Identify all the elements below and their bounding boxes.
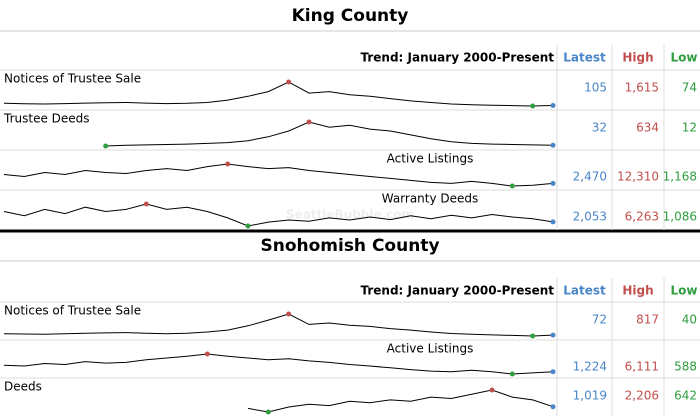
low-value: 74 <box>682 81 697 95</box>
latest-marker <box>550 103 556 109</box>
row-label: Warranty Deeds <box>382 192 479 206</box>
high-value: 6,111 <box>625 360 659 374</box>
high-marker <box>225 161 231 167</box>
sparkline <box>3 203 554 227</box>
header-low: Low <box>671 284 698 298</box>
header-low: Low <box>671 51 698 65</box>
row-label: Notices of Trustee Sale <box>4 304 141 318</box>
low-marker <box>509 183 515 189</box>
low-value: 642 <box>674 389 697 403</box>
sparkline <box>3 313 554 337</box>
latest-value: 105 <box>584 81 607 95</box>
latest-marker <box>550 332 556 338</box>
header-latest: Latest <box>563 284 606 298</box>
low-value: 12 <box>682 121 697 135</box>
high-marker <box>143 201 149 207</box>
row-label: Notices of Trustee Sale <box>4 72 141 86</box>
trend-label: Trend: January 2000-Present <box>361 51 555 65</box>
high-marker <box>286 311 292 317</box>
low-value: 40 <box>682 313 697 327</box>
high-marker <box>306 119 312 125</box>
low-marker <box>245 223 251 229</box>
low-marker <box>509 371 515 377</box>
low-value: 1,168 <box>663 170 697 184</box>
header-high: High <box>622 51 653 65</box>
trend-label: Trend: January 2000-Present <box>361 284 555 298</box>
high-value: 817 <box>636 313 659 327</box>
latest-marker <box>550 404 556 410</box>
latest-marker <box>550 180 556 186</box>
row-label: Active Listings <box>387 152 474 166</box>
high-marker <box>204 351 210 357</box>
latest-marker <box>550 142 556 148</box>
watermark: SeattleBubble.com <box>286 208 414 222</box>
latest-value: 1,224 <box>573 360 607 374</box>
high-value: 1,615 <box>625 81 659 95</box>
latest-marker <box>550 219 556 225</box>
sparkline <box>3 353 554 375</box>
row-label: Deeds <box>4 380 42 394</box>
high-value: 12,310 <box>617 170 659 184</box>
row-label: Active Listings <box>387 342 474 356</box>
header-latest: Latest <box>563 51 606 65</box>
sparkline <box>3 163 554 187</box>
sparkline <box>247 389 554 413</box>
high-value: 6,263 <box>625 210 659 224</box>
latest-value: 1,019 <box>573 389 607 403</box>
high-marker <box>489 387 495 393</box>
low-marker <box>530 103 536 109</box>
high-value: 2,206 <box>625 389 659 403</box>
high-marker <box>286 79 292 85</box>
latest-marker <box>550 369 556 375</box>
latest-value: 32 <box>592 121 607 135</box>
low-marker <box>265 409 271 415</box>
header-high: High <box>622 284 653 298</box>
low-marker <box>530 333 536 339</box>
high-value: 634 <box>636 121 659 135</box>
latest-value: 2,053 <box>573 210 607 224</box>
low-value: 588 <box>674 360 697 374</box>
latest-value: 2,470 <box>573 170 607 184</box>
low-value: 1,086 <box>663 210 697 224</box>
section-title: King County <box>292 6 409 26</box>
latest-value: 72 <box>592 313 607 327</box>
low-marker <box>103 143 109 149</box>
sparkline <box>105 121 554 147</box>
row-label: Trustee Deeds <box>3 112 90 126</box>
sparkline <box>3 81 554 107</box>
section-title: Snohomish County <box>260 236 439 256</box>
